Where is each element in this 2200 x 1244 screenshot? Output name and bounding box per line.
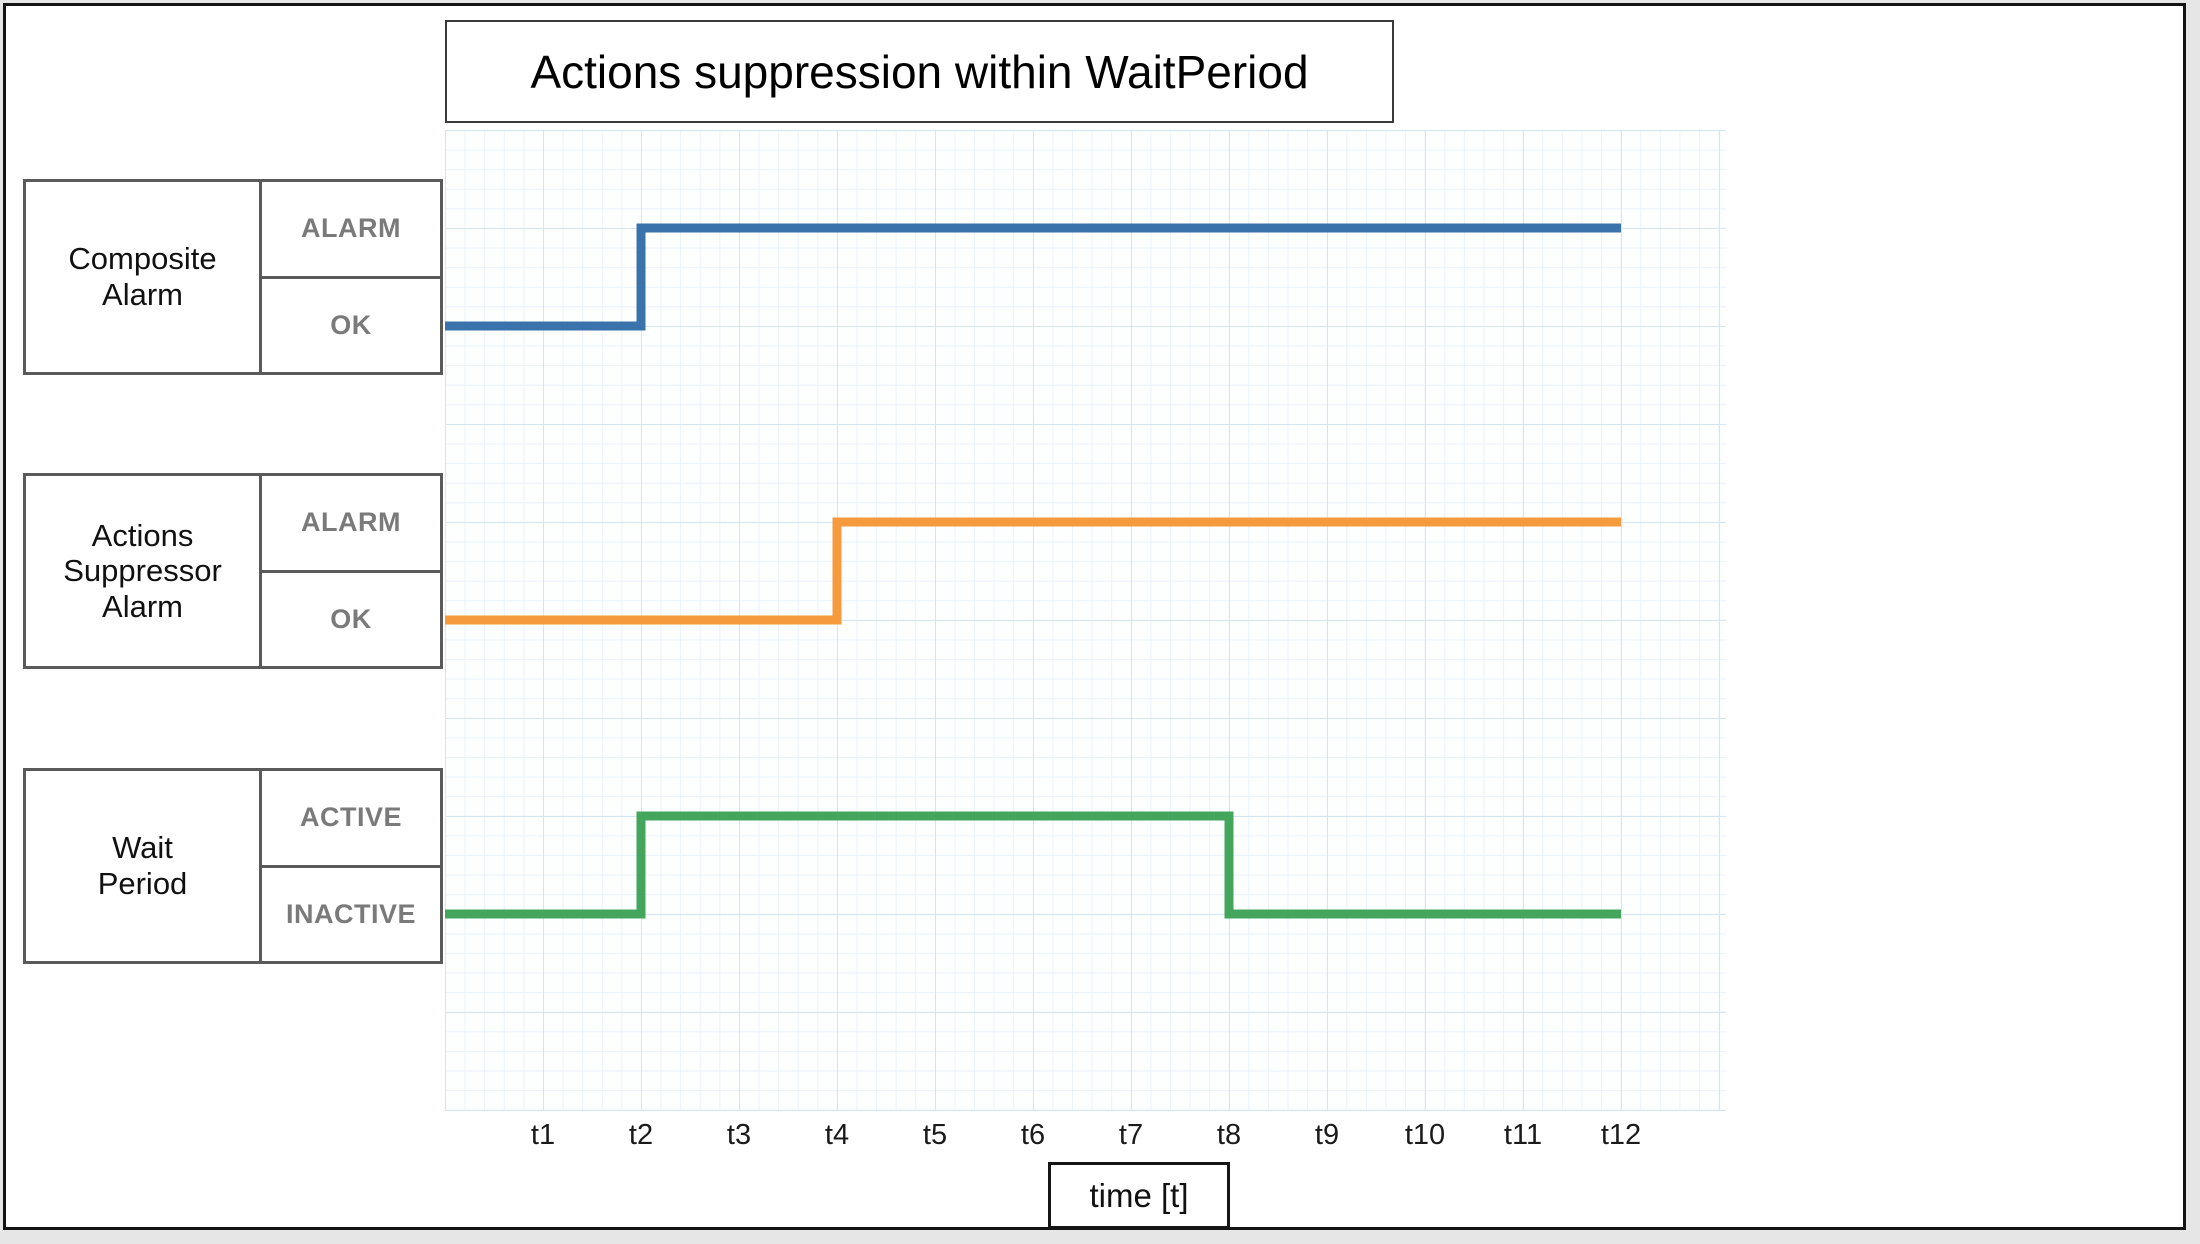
x-tick-label: t7 <box>1118 1119 1144 1151</box>
diagram-title: Actions suppression within WaitPeriod <box>530 45 1309 98</box>
x-axis-label: time [t] <box>1089 1176 1189 1214</box>
x-tick-label: t6 <box>1020 1119 1046 1151</box>
state-label-inactive: INACTIVE <box>259 864 443 964</box>
x-tick-label: t1 <box>530 1119 556 1151</box>
state-labels-column: ALARM OK <box>259 179 443 375</box>
signal-trace-2 <box>445 811 1621 919</box>
signal-name-box: Actions Suppressor Alarm <box>23 473 262 669</box>
legend-actions-suppressor-alarm: Actions Suppressor Alarm ALARM OK <box>23 473 443 669</box>
x-tick-label: t9 <box>1314 1119 1340 1151</box>
x-axis-tick-labels: t1 t2 t3 t4 t5 t6 t7 t8 t9 t10 t11 t12 <box>445 1113 1726 1161</box>
x-tick-label: t2 <box>628 1119 654 1151</box>
state-label-alarm: ALARM <box>259 179 443 279</box>
x-tick-label: t12 <box>1600 1119 1642 1151</box>
x-axis-label-box: time [t] <box>1048 1162 1230 1229</box>
signal-trace-1 <box>445 517 1621 625</box>
legend-wait-period: Wait Period ACTIVE INACTIVE <box>23 768 443 964</box>
state-label-active: ACTIVE <box>259 768 443 868</box>
x-tick-label: t11 <box>1503 1119 1543 1151</box>
signal-name-box: Wait Period <box>23 768 262 964</box>
x-tick-label: t10 <box>1404 1119 1446 1151</box>
x-tick-label: t4 <box>824 1119 850 1151</box>
state-labels-column: ACTIVE INACTIVE <box>259 768 443 964</box>
x-tick-label: t3 <box>726 1119 752 1151</box>
signal-name-box: Composite Alarm <box>23 179 262 375</box>
signal-traces <box>445 223 1621 919</box>
x-tick-label: t5 <box>922 1119 948 1151</box>
legend-composite-alarm: Composite Alarm ALARM OK <box>23 179 443 375</box>
state-label-ok: OK <box>259 569 443 669</box>
signal-trace-0 <box>445 223 1621 331</box>
state-label-alarm: ALARM <box>259 473 443 573</box>
state-labels-column: ALARM OK <box>259 473 443 669</box>
x-tick-label: t8 <box>1216 1119 1242 1151</box>
plot-area <box>445 130 1726 1111</box>
state-label-ok: OK <box>259 275 443 375</box>
diagram-title-box: Actions suppression within WaitPeriod <box>445 20 1394 123</box>
